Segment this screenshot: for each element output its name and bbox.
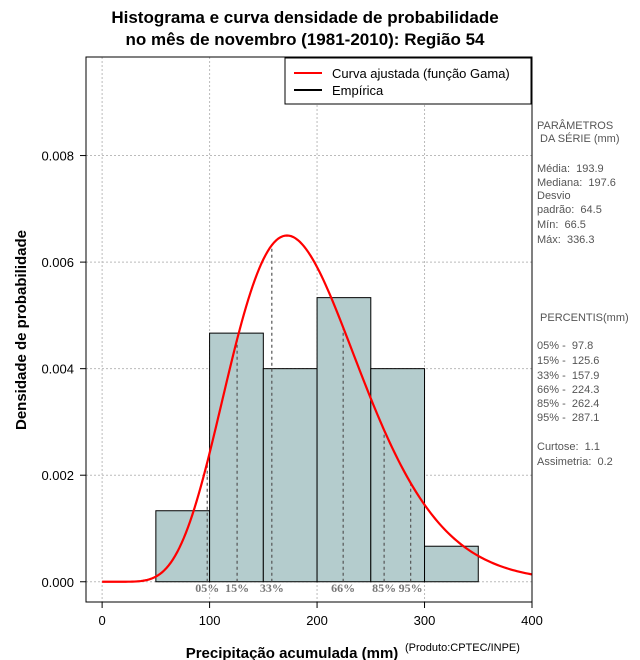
histogram-bar-2 [262, 368, 318, 583]
percentile-label-4: 85% [372, 581, 396, 595]
percentile-lines [206, 245, 412, 582]
percentile-label-5: 95% [399, 581, 423, 595]
chart-title-line2: no mês de novembro (1981-2010): Região 5… [125, 30, 485, 49]
histogram-bar-4 [370, 368, 426, 583]
assimetria: Assimetria: 0.2 [537, 456, 613, 468]
params-header-1: PARÂMETROS [537, 120, 614, 132]
percentil-95: 95% - 287.1 [537, 412, 600, 424]
y-tick-label-2: 0.004 [41, 362, 74, 377]
histogram-bar-1 [209, 332, 264, 583]
percentile-label-2: 33% [260, 581, 284, 595]
y-tick-label-4: 0.008 [41, 149, 74, 164]
y-axis: 0.000 0.002 0.004 0.006 0.008 [41, 149, 86, 590]
histogram-bar-3 [316, 297, 372, 583]
histogram-bar-5 [424, 545, 479, 583]
y-tick-label-0: 0.000 [41, 575, 74, 590]
percentil-85: 85% - 262.4 [537, 398, 600, 410]
percentil-05: 05% - 97.8 [537, 340, 594, 352]
param-max: Máx: 336.3 [537, 234, 595, 246]
percentile-label-0: 05% [195, 581, 219, 595]
percentil-66: 66% - 224.3 [537, 384, 600, 396]
legend-label-curve: Curva ajustada (função Gama) [332, 66, 510, 81]
x-axis: 0 100 200 300 400 [99, 602, 543, 628]
x-tick-label-0: 0 [99, 613, 106, 628]
gamma-curve [102, 234, 533, 583]
legend-box [284, 57, 532, 105]
x-tick-label-3: 300 [414, 613, 436, 628]
params-header-2: DA SÉRIE (mm) [537, 133, 620, 145]
curtose: Curtose: 1.1 [537, 441, 600, 453]
x-tick-label-1: 100 [199, 613, 221, 628]
y-axis-title: Densidade de probabilidade [13, 230, 30, 430]
percentil-15: 15% - 125.6 [537, 355, 600, 367]
x-tick-label-2: 200 [306, 613, 328, 628]
percentile-label-3: 66% [331, 581, 355, 595]
legend-label-empirical: Empírica [332, 83, 384, 98]
param-min: Mín: 66.5 [537, 219, 586, 231]
chart-title-line1: Histograma e curva densidade de probabil… [111, 8, 499, 27]
product-credit: (Produto:CPTEC/INPE) [405, 642, 520, 654]
legend: Curva ajustada (função Gama) Empírica [284, 57, 532, 105]
y-tick-label-1: 0.002 [41, 468, 74, 483]
percentis-header: PERCENTIS(mm) [537, 312, 629, 324]
percentile-labels: 05% 15% 33% 66% 85% 95% [195, 581, 422, 595]
percentile-label-1: 15% [225, 581, 249, 595]
param-desvio-1: Desvio [537, 190, 571, 202]
percentil-33: 33% - 157.9 [537, 370, 600, 382]
x-axis-title: Precipitação acumulada (mm) [186, 645, 399, 660]
plot-frame [85, 56, 533, 603]
histogram-bars [155, 297, 479, 583]
param-media: Média: 193.9 [537, 163, 604, 175]
y-tick-label-3: 0.006 [41, 255, 74, 270]
param-desvio-2: padrão: 64.5 [537, 204, 602, 216]
x-tick-label-4: 400 [521, 613, 543, 628]
param-mediana: Mediana: 197.6 [537, 177, 616, 189]
